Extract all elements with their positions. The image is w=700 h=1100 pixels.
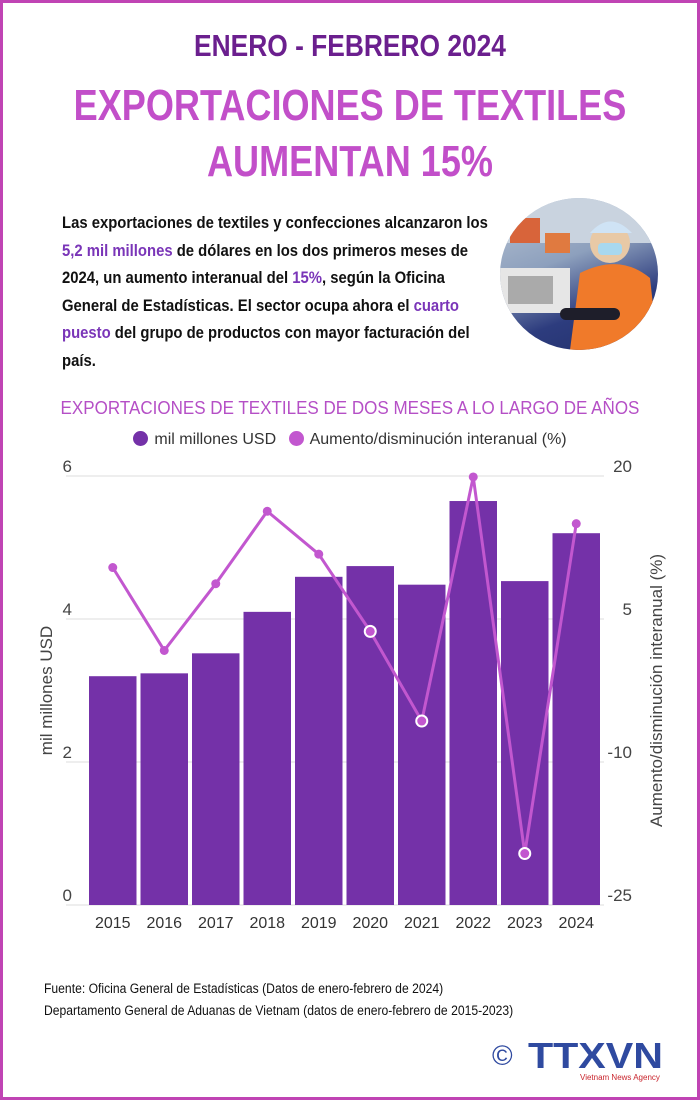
kicker: ENERO - FEBRERO 2024: [194, 28, 506, 63]
textile-worker-photo: [500, 198, 658, 350]
combo-chart: 0 2 4 6 -25 -10 5 20 2015 2016 2017 2018 2019 2020 202…: [37, 457, 666, 932]
svg-text:©: ©: [492, 1040, 513, 1071]
bar-2020: [346, 566, 394, 905]
intro-text: , según la Oficina General de Estadístic…: [62, 269, 445, 315]
left-axis-label: mil millones USD: [37, 626, 56, 755]
left-axis-tick-label: 2: [63, 743, 72, 762]
chart-title: EXPORTACIONES DE TEXTILES DE DOS MESES A…: [60, 397, 640, 418]
line-point-2023: [518, 847, 532, 861]
bar-2021: [398, 584, 446, 905]
x-axis-tick-label: 2019: [301, 915, 337, 932]
bar-2015: [89, 676, 137, 905]
svg-text:TTXVN: TTXVN: [528, 1035, 663, 1076]
x-axis-tick-label: 2022: [455, 915, 491, 932]
line-point-2016: [159, 645, 169, 655]
headline: EXPORTACIONES DE TEXTILES AUMENTAN 15%: [63, 78, 637, 190]
intro-highlight-rank: cuarto puesto: [62, 296, 459, 343]
source-line-2: Departamento General de Aduanas de Vietn…: [44, 1003, 514, 1018]
left-axis-tick-label: 4: [63, 600, 72, 619]
bar-2019: [295, 576, 343, 905]
x-axis-tick-label: 2023: [507, 915, 543, 932]
legend-item-line: Aumento/disminución interanual (%): [288, 431, 567, 448]
legend-swatch-bars: [133, 431, 149, 446]
line-point-2015: [108, 563, 118, 573]
left-axis-tick-label: 0: [63, 886, 72, 905]
right-axis-tick-label: -10: [607, 743, 632, 762]
x-axis-tick-label: 2020: [352, 915, 388, 932]
x-axis-tick-label: 2021: [404, 915, 440, 932]
headline-line-2: AUMENTAN 15%: [206, 137, 494, 186]
line-series: [111, 475, 578, 856]
svg-text:Vietnam News Agency: Vietnam News Agency: [580, 1073, 660, 1082]
chart-legend: mil millones USD Aumento/disminución int…: [0, 431, 700, 449]
intro-text: del grupo de productos con mayor factura…: [62, 324, 470, 370]
x-axis-tick-label: 2024: [558, 915, 594, 932]
x-axis-tick-label: 2017: [198, 915, 234, 932]
line-point-2024: [571, 519, 581, 529]
legend-item-bars: mil millones USD: [133, 431, 276, 448]
intro-highlight-percent: 15%: [292, 269, 322, 287]
bar-2022: [449, 501, 497, 905]
source-line-1: Fuente: Oficina General de Estadísticas …: [44, 981, 444, 996]
bar-2018: [243, 611, 291, 905]
bar-2024: [552, 533, 600, 905]
line-point-2020: [363, 624, 377, 638]
right-axis-tick-label: 20: [613, 457, 632, 476]
right-axis-label: Aumento/disminución interanual (%): [647, 554, 666, 827]
intro-text: Las exportaciones de textiles y confecci…: [62, 214, 488, 232]
bar-2017: [192, 653, 240, 905]
x-axis-tick-label: 2018: [249, 915, 285, 932]
line-point-2022: [468, 472, 478, 482]
intro-paragraph: Las exportaciones de textiles y confecci…: [62, 210, 503, 375]
right-axis-tick-label: -25: [607, 886, 632, 905]
ttxvn-logo: © TTXVN Vietnam News Agency: [490, 1035, 670, 1085]
intro-text: de dólares en los dos primeros meses de …: [62, 241, 469, 288]
line-point-2018: [262, 506, 272, 516]
line-point-2019: [314, 549, 324, 559]
legend-label-bars: mil millones USD: [154, 431, 277, 448]
line-point-2017: [211, 579, 221, 589]
x-axis-tick-label: 2015: [95, 915, 131, 932]
source-notes: Fuente: Oficina General de Estadísticas …: [44, 978, 513, 1022]
line-point-2021: [415, 714, 429, 728]
right-axis-tick-label: 5: [623, 600, 632, 619]
left-axis-tick-label: 6: [63, 457, 72, 476]
x-axis-tick-label: 2016: [146, 915, 182, 932]
intro-highlight-amount: 5,2 mil millones: [62, 241, 173, 260]
bar-2016: [140, 673, 188, 905]
legend-swatch-line: [288, 431, 304, 446]
legend-label-line: Aumento/disminución interanual (%): [309, 431, 567, 448]
headline-line-1: EXPORTACIONES DE TEXTILES: [73, 81, 627, 130]
